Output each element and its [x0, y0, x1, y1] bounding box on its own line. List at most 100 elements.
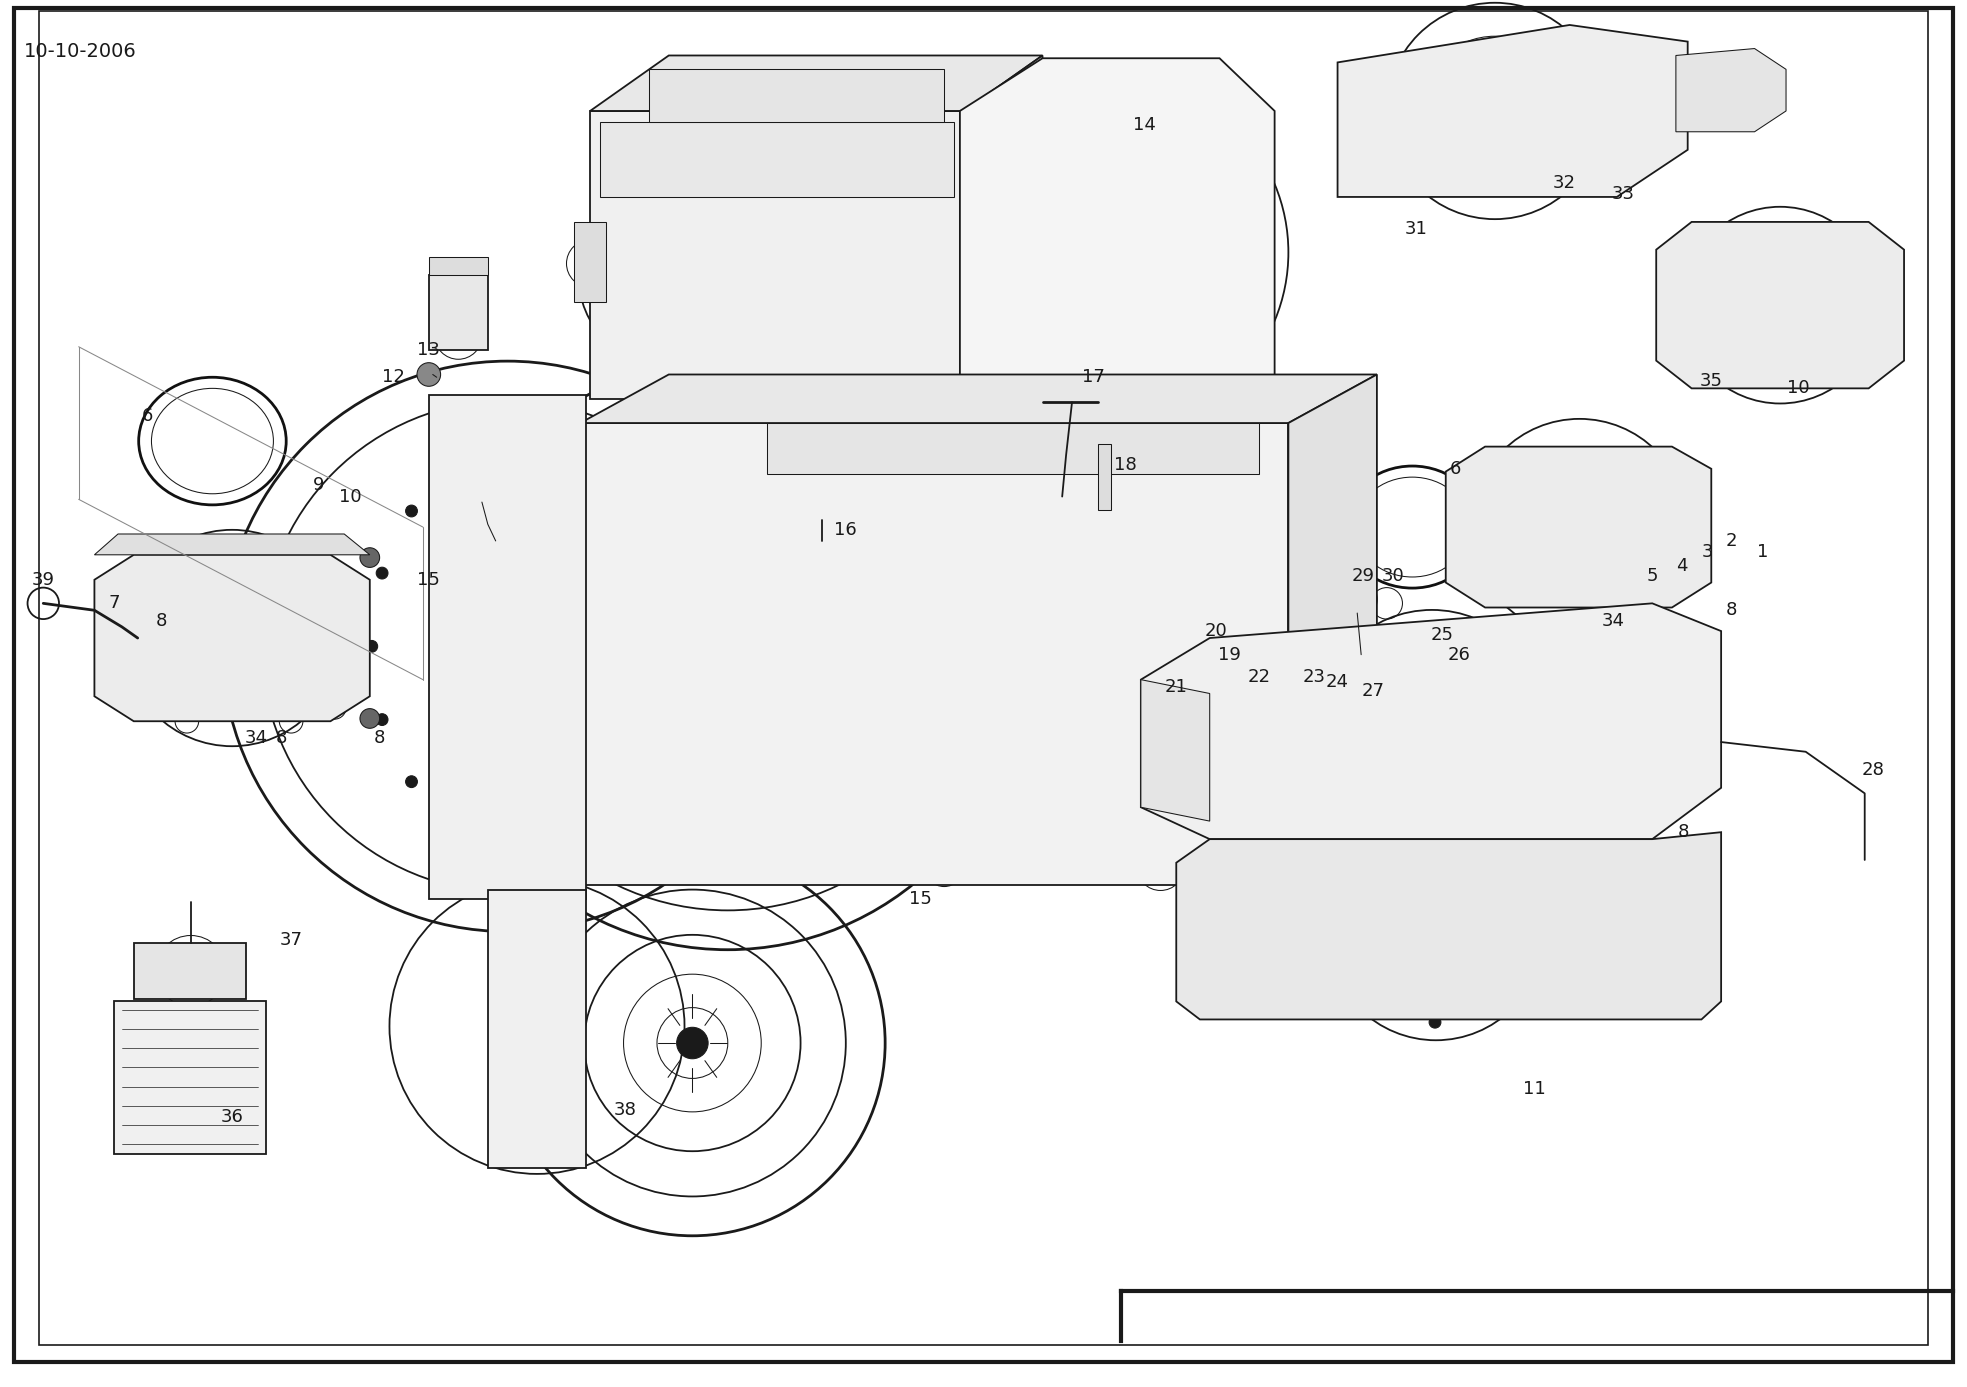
Circle shape	[1369, 953, 1381, 964]
Circle shape	[1369, 897, 1381, 908]
Circle shape	[1560, 508, 1599, 546]
Text: 15: 15	[909, 890, 932, 907]
Polygon shape	[590, 55, 1043, 111]
Text: 8: 8	[1678, 824, 1690, 841]
Polygon shape	[134, 943, 246, 999]
Circle shape	[627, 567, 639, 578]
Circle shape	[366, 641, 378, 652]
Circle shape	[450, 817, 462, 829]
Circle shape	[720, 506, 736, 523]
Text: 8: 8	[374, 730, 386, 746]
Text: 37: 37	[279, 932, 303, 949]
Text: 35: 35	[1699, 373, 1723, 390]
Text: 21: 21	[1164, 678, 1188, 695]
Text: 8: 8	[155, 613, 167, 630]
Text: 31: 31	[1404, 221, 1428, 237]
Circle shape	[360, 709, 380, 728]
Polygon shape	[649, 69, 944, 122]
Polygon shape	[94, 555, 370, 721]
Circle shape	[677, 1028, 708, 1058]
Circle shape	[860, 646, 875, 663]
Text: 9: 9	[313, 477, 325, 494]
Text: 6: 6	[1450, 460, 1461, 477]
Polygon shape	[488, 890, 586, 1168]
Circle shape	[720, 786, 736, 803]
Polygon shape	[600, 122, 954, 197]
Text: 38: 38	[614, 1101, 637, 1118]
Text: 1: 1	[1757, 544, 1768, 560]
Text: 8: 8	[275, 730, 287, 746]
Text: 39: 39	[31, 571, 55, 588]
Circle shape	[405, 775, 417, 788]
Text: 34: 34	[1601, 613, 1625, 630]
Circle shape	[1491, 956, 1503, 967]
Polygon shape	[1098, 444, 1111, 510]
Circle shape	[598, 577, 614, 592]
Polygon shape	[964, 55, 1043, 399]
Circle shape	[907, 89, 923, 105]
Text: 27: 27	[1361, 682, 1385, 699]
Polygon shape	[114, 1001, 266, 1154]
Text: 29: 29	[1351, 567, 1375, 584]
Polygon shape	[580, 423, 1288, 885]
Circle shape	[598, 775, 610, 788]
Circle shape	[649, 768, 665, 784]
Circle shape	[553, 817, 565, 829]
Circle shape	[671, 89, 686, 105]
Circle shape	[376, 567, 387, 578]
Circle shape	[405, 505, 417, 517]
Text: 33: 33	[1611, 186, 1635, 203]
Text: 20: 20	[1204, 623, 1227, 639]
Polygon shape	[429, 275, 488, 350]
Circle shape	[1467, 854, 1479, 865]
Circle shape	[649, 526, 665, 541]
Text: 22: 22	[1247, 669, 1271, 685]
Circle shape	[212, 619, 252, 657]
Circle shape	[791, 768, 806, 784]
Circle shape	[1088, 426, 1119, 456]
Circle shape	[842, 577, 858, 592]
Text: 36: 36	[220, 1108, 244, 1125]
Text: 10: 10	[338, 488, 362, 505]
Circle shape	[867, 89, 883, 105]
Polygon shape	[574, 222, 606, 302]
Circle shape	[553, 463, 565, 476]
Text: 25: 25	[1430, 627, 1454, 644]
Polygon shape	[590, 111, 964, 399]
Text: 15: 15	[417, 571, 441, 588]
Polygon shape	[94, 534, 370, 555]
Text: 3: 3	[1701, 544, 1713, 560]
Text: 13: 13	[417, 341, 441, 358]
Polygon shape	[1288, 374, 1377, 885]
Circle shape	[466, 477, 498, 508]
Text: 2: 2	[1725, 533, 1737, 549]
Text: 4: 4	[1676, 558, 1688, 574]
Polygon shape	[1656, 222, 1904, 388]
Text: 10-10-2006: 10-10-2006	[24, 42, 136, 61]
Circle shape	[502, 832, 513, 843]
Polygon shape	[1141, 603, 1721, 839]
Polygon shape	[960, 58, 1275, 416]
Polygon shape	[1676, 49, 1786, 132]
Text: 7: 7	[108, 595, 120, 612]
Circle shape	[828, 89, 844, 105]
Circle shape	[450, 463, 462, 476]
Circle shape	[360, 548, 380, 567]
Text: 32: 32	[1552, 175, 1576, 191]
Circle shape	[789, 89, 805, 105]
Circle shape	[803, 483, 842, 522]
Circle shape	[502, 449, 513, 460]
Circle shape	[1393, 999, 1404, 1010]
Circle shape	[710, 89, 726, 105]
Polygon shape	[580, 374, 1377, 423]
Circle shape	[1430, 1017, 1442, 1028]
Circle shape	[842, 717, 858, 732]
Circle shape	[578, 646, 594, 663]
Polygon shape	[429, 257, 488, 275]
Text: 10: 10	[1786, 380, 1810, 397]
Text: 11: 11	[1522, 1080, 1546, 1097]
Circle shape	[862, 497, 901, 535]
Text: 16: 16	[834, 522, 858, 538]
Circle shape	[517, 465, 537, 484]
Text: 34: 34	[244, 730, 268, 746]
